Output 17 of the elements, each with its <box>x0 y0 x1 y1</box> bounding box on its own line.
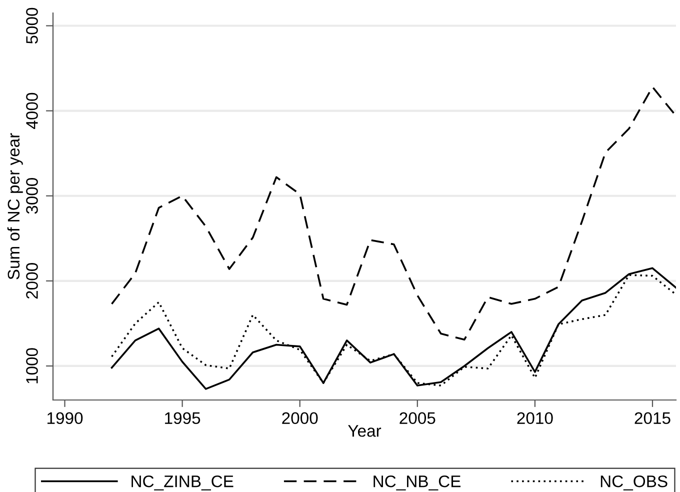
x-tick-label: 1995 <box>165 412 200 424</box>
y-axis-title: Sum of NC per year <box>7 133 23 280</box>
y-tick-label: 3000 <box>26 178 38 214</box>
y-tick-label: 5000 <box>26 8 38 44</box>
x-axis-title: Year <box>348 425 382 437</box>
x-tick-label: 2015 <box>634 412 670 424</box>
y-tick-label: 4000 <box>26 92 38 129</box>
legend-label: NC_NB_CE <box>374 475 461 490</box>
x-tick-label: 1990 <box>47 412 83 424</box>
x-tick-label: 2000 <box>282 412 318 424</box>
y-tick-label: 2000 <box>26 263 38 299</box>
legend-label: NC_ZINB_CE <box>132 475 234 490</box>
x-tick-label: 2010 <box>517 412 553 424</box>
legend-label: NC_OBS <box>600 475 668 490</box>
y-tick-label: 1000 <box>26 348 38 384</box>
line-series <box>110 86 676 341</box>
x-tick-label: 2005 <box>400 412 436 424</box>
